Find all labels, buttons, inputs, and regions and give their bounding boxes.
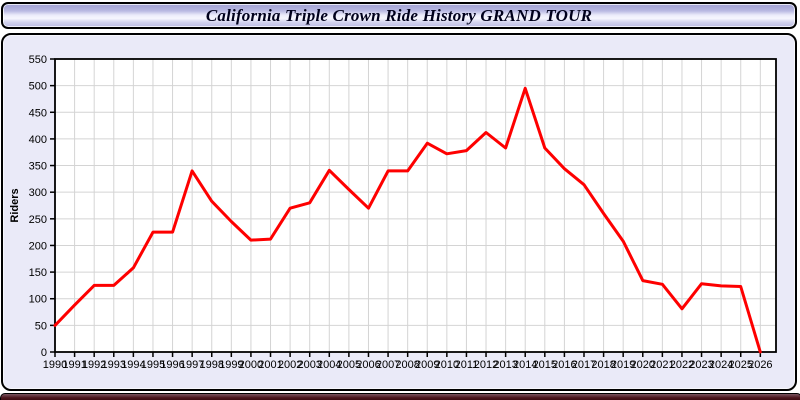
next-section-bar [0,393,800,400]
svg-text:1990: 1990 [43,359,67,371]
svg-text:2012: 2012 [474,359,498,371]
svg-text:300: 300 [29,187,47,199]
chart-panel: 0 50 100 150 200 250 300 350 400 450 500 550 1990 199… [1,33,797,391]
svg-text:350: 350 [29,161,47,173]
svg-text:2000: 2000 [239,359,263,371]
svg-text:2025: 2025 [728,359,752,371]
svg-text:2026: 2026 [748,359,772,371]
svg-text:1993: 1993 [102,359,126,371]
svg-text:2016: 2016 [552,359,576,371]
svg-text:2021: 2021 [650,359,674,371]
svg-text:1995: 1995 [141,359,165,371]
svg-text:250: 250 [29,214,47,226]
svg-text:1992: 1992 [82,359,106,371]
svg-text:1997: 1997 [180,359,204,371]
page-title: California Triple Crown Ride History GRA… [205,5,593,25]
svg-text:2024: 2024 [709,359,733,371]
svg-text:1999: 1999 [219,359,243,371]
svg-text:200: 200 [29,240,47,252]
svg-text:2011: 2011 [455,359,479,371]
svg-text:2001: 2001 [258,359,282,371]
svg-text:2010: 2010 [435,359,459,371]
chart-svg: 0501001502002503003504004505005501990199… [9,54,777,371]
svg-text:2015: 2015 [533,359,557,371]
title-bar: California Triple Crown Ride History GRA… [1,2,797,29]
svg-text:1998: 1998 [199,359,223,371]
svg-text:2008: 2008 [395,359,419,371]
svg-text:2017: 2017 [572,359,596,371]
svg-text:50: 50 [35,320,47,332]
svg-text:Riders: Riders [9,188,21,222]
svg-text:2002: 2002 [278,359,302,371]
svg-text:2019: 2019 [611,359,635,371]
svg-text:1994: 1994 [121,359,145,371]
svg-text:2022: 2022 [670,359,694,371]
svg-text:2009: 2009 [415,359,439,371]
svg-text:2023: 2023 [689,359,713,371]
svg-text:2005: 2005 [337,359,361,371]
svg-text:2020: 2020 [631,359,655,371]
svg-text:0: 0 [41,347,47,359]
svg-text:2014: 2014 [513,359,537,371]
svg-text:2006: 2006 [356,359,380,371]
svg-text:1991: 1991 [62,359,86,371]
svg-text:500: 500 [29,81,47,93]
svg-text:100: 100 [29,294,47,306]
svg-text:2003: 2003 [297,359,321,371]
svg-text:550: 550 [29,54,47,66]
svg-text:400: 400 [29,134,47,146]
svg-text:2004: 2004 [317,359,341,371]
svg-text:150: 150 [29,267,47,279]
svg-text:2013: 2013 [493,359,517,371]
svg-text:2018: 2018 [591,359,615,371]
svg-text:2007: 2007 [376,359,400,371]
svg-text:1996: 1996 [160,359,184,371]
svg-text:450: 450 [29,107,47,119]
